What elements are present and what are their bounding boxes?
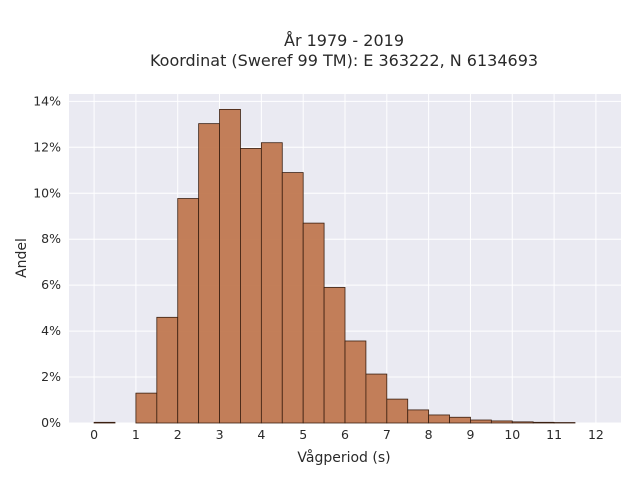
histogram-bar [281, 172, 304, 424]
x-tick-label: 10 [504, 427, 520, 442]
y-tick-label: 14% [33, 93, 61, 108]
x-tick-label: 6 [341, 427, 349, 442]
histogram-bar [449, 416, 471, 424]
histogram-bar [219, 108, 241, 424]
x-tick-label: 1 [132, 427, 140, 442]
x-tick-label: 8 [425, 427, 433, 442]
histogram-bar [532, 421, 555, 424]
y-tick-label: 12% [33, 139, 61, 154]
histogram-bar [260, 142, 283, 424]
x-tick-label: 5 [299, 427, 307, 442]
chart-title-line1: År 1979 - 2019 [284, 31, 404, 50]
histogram-bar [407, 409, 430, 424]
histogram-bar [135, 392, 158, 424]
y-tick-label: 6% [41, 277, 61, 292]
y-axis-ticks: 0% 2% 4% 6% 8% 10% 12% 14% [33, 93, 61, 430]
histogram-bar [490, 420, 513, 424]
chart-title-line2: Koordinat (Sweref 99 TM): E 363222, N 61… [150, 51, 538, 70]
histogram-bar [240, 148, 262, 424]
histogram-bar [470, 419, 492, 424]
histogram-bar [386, 398, 409, 424]
histogram-bar [428, 414, 450, 424]
y-tick-label: 8% [41, 231, 61, 246]
x-tick-label: 11 [546, 427, 562, 442]
histogram-bars [93, 108, 576, 424]
x-tick-label: 9 [466, 427, 474, 442]
x-tick-label: 3 [216, 427, 224, 442]
x-axis-label: Vågperiod (s) [297, 449, 390, 466]
histogram-bar [302, 222, 325, 424]
histogram-bar [93, 421, 116, 424]
x-tick-label: 0 [90, 427, 98, 442]
histogram-bar [177, 198, 200, 424]
y-tick-label: 4% [41, 323, 61, 338]
x-tick-label: 12 [588, 427, 604, 442]
x-tick-label: 7 [383, 427, 391, 442]
x-axis-ticks: 0 1 2 3 4 5 6 7 8 9 10 11 12 [90, 427, 604, 442]
histogram-bar [511, 421, 534, 424]
y-axis-label: Andel [14, 238, 30, 278]
x-tick-label: 2 [174, 427, 182, 442]
histogram-bar [323, 287, 346, 424]
histogram-bar [198, 123, 220, 424]
y-tick-label: 2% [41, 369, 61, 384]
histogram-bar [365, 373, 388, 424]
y-tick-label: 0% [41, 415, 61, 430]
histogram-bar [344, 340, 367, 424]
histogram-bar [156, 316, 179, 424]
x-tick-label: 4 [257, 427, 265, 442]
y-tick-label: 10% [33, 185, 61, 200]
